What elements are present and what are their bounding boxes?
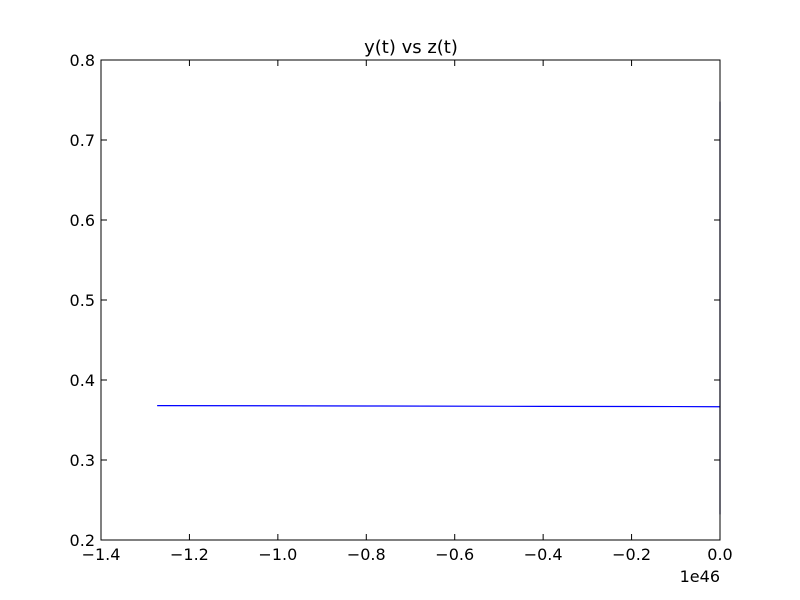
series-line-0: [157, 405, 721, 408]
y-tick-label: 0.8: [70, 51, 95, 70]
plot-frame: [100, 59, 721, 541]
x-tick-label: −0.8: [347, 545, 386, 564]
x-tick-label: −1.2: [170, 545, 209, 564]
x-offset-label: 1e46: [680, 567, 720, 586]
x-tick-label: −1.4: [82, 545, 121, 564]
y-tick-label: 0.7: [70, 131, 95, 150]
x-tick-label: 0.0: [707, 545, 732, 564]
y-tick-label: 0.2: [70, 531, 95, 550]
x-tick-label: −1.0: [258, 545, 297, 564]
y-tick-label: 0.3: [70, 451, 95, 470]
x-tick-label: −0.6: [435, 545, 474, 564]
x-tick-label: −0.4: [524, 545, 563, 564]
axes-ticks: −1.4 −1.2 −1.0 −0.8 −0.6 −0.4 −0.2 0.0 0.2 0.3 0.4…: [70, 51, 733, 564]
x-tick-label: −0.2: [612, 545, 651, 564]
y-tick-label: 0.4: [70, 371, 95, 390]
y-tick-label: 0.6: [70, 211, 95, 230]
y-tick-label: 0.5: [70, 291, 95, 310]
chart-title: y(t) vs z(t): [364, 37, 458, 58]
plot-area: [157, 101, 721, 515]
